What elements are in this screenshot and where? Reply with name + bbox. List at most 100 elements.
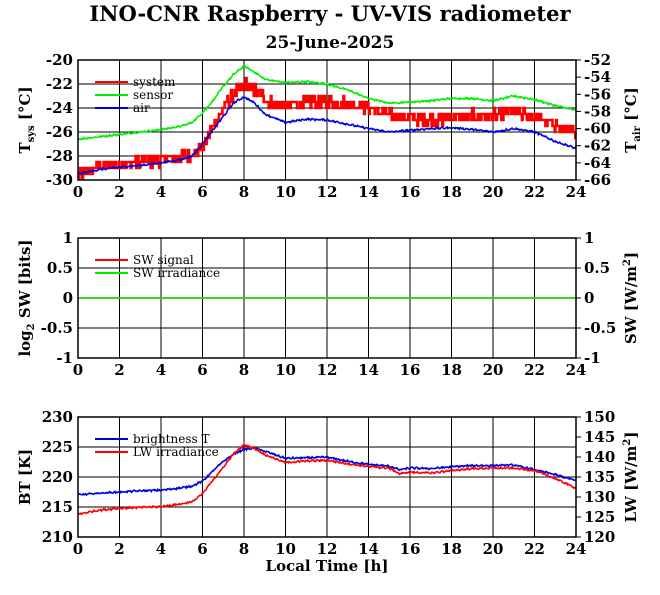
y-tick-label-left: -20 xyxy=(46,51,73,69)
x-tick-label: 4 xyxy=(156,183,166,201)
x-tick-label: 0 xyxy=(73,183,83,201)
x-tick-label: 0 xyxy=(73,540,83,558)
y-tick-label-left: 0.5 xyxy=(47,259,73,277)
chart-title: INO-CNR Raspberry - UV-VIS radiometer xyxy=(89,1,571,26)
legend-label: sensor xyxy=(133,88,173,102)
x-tick-label: 4 xyxy=(156,361,166,379)
y-tick-label-right: 0.5 xyxy=(584,259,610,277)
series-line-system xyxy=(78,76,576,180)
x-tick-label: 22 xyxy=(524,183,545,201)
y-tick-label-right: -58 xyxy=(584,102,611,120)
x-tick-label: 8 xyxy=(239,361,249,379)
y-tick-label-left: 230 xyxy=(42,408,73,426)
y-tick-label-left: 215 xyxy=(42,498,73,516)
x-tick-label: 12 xyxy=(317,540,338,558)
y-tick-label-left: -24 xyxy=(46,99,73,117)
y-tick-label-left: -22 xyxy=(46,75,73,93)
x-tick-label: 6 xyxy=(197,361,207,379)
y-tick-label-right: -52 xyxy=(584,51,611,69)
x-tick-label: 6 xyxy=(197,540,207,558)
y-tick-label-right: -66 xyxy=(584,171,611,189)
x-tick-label: 20 xyxy=(483,540,504,558)
y-tick-label-right: -56 xyxy=(584,85,611,103)
x-axis-label: Local Time [h] xyxy=(266,557,389,575)
x-tick-label: 4 xyxy=(156,540,166,558)
y-tick-label-left: 1 xyxy=(63,229,73,247)
y-tick-label-left: -28 xyxy=(46,147,73,165)
x-tick-label: 12 xyxy=(317,183,338,201)
y-tick-label-right: -0.5 xyxy=(584,319,616,337)
x-tick-label: 20 xyxy=(483,183,504,201)
y-tick-label-right: 130 xyxy=(584,488,615,506)
series-line-air xyxy=(78,96,576,175)
y-tick-label-right: 125 xyxy=(584,508,615,526)
x-tick-label: 14 xyxy=(358,361,379,379)
legend-label: brightness T xyxy=(133,432,209,446)
y-axis-label-left: log2 SW [bits] xyxy=(16,239,37,356)
x-tick-label: 2 xyxy=(114,183,124,201)
y-axis-label-right: LW [W/m2] xyxy=(622,432,640,523)
x-tick-label: 6 xyxy=(197,183,207,201)
x-tick-label: 10 xyxy=(275,361,296,379)
plot-frame xyxy=(77,416,577,538)
plot-frame xyxy=(77,237,577,359)
y-tick-label-right: 150 xyxy=(584,408,615,426)
series-line-lw-irradiance xyxy=(78,442,576,516)
x-tick-label: 20 xyxy=(483,361,504,379)
y-tick-label-right: -1 xyxy=(584,349,601,367)
y-tick-label-left: 0 xyxy=(63,289,73,307)
x-tick-label: 16 xyxy=(400,361,421,379)
x-tick-label: 2 xyxy=(114,361,124,379)
y-tick-label-left: -1 xyxy=(56,349,73,367)
series-line-brightness-t xyxy=(78,447,576,497)
legend-label: SW signal xyxy=(133,253,194,267)
y-tick-label-right: -60 xyxy=(584,120,611,138)
x-tick-label: 14 xyxy=(358,183,379,201)
x-tick-label: 8 xyxy=(239,183,249,201)
x-tick-label: 0 xyxy=(73,361,83,379)
panel-shortwave: 0 2 4 6 8 10 12 14 16 18 20 22 24-1-0.500.51-1-0.500… xyxy=(16,229,640,379)
x-tick-label: 18 xyxy=(441,540,462,558)
x-tick-label: 2 xyxy=(114,540,124,558)
chart-subtitle: 25-June-2025 xyxy=(266,33,395,53)
y-axis-label-right: Tair [°C] xyxy=(622,87,643,153)
series-line-sensor xyxy=(78,64,576,141)
x-tick-label: 14 xyxy=(358,540,379,558)
x-tick-label: 24 xyxy=(566,183,587,201)
x-tick-label: 10 xyxy=(275,183,296,201)
legend-label: system xyxy=(133,75,176,89)
y-tick-label-left: 220 xyxy=(42,468,73,486)
y-axis-label-left: BT [K] xyxy=(16,449,34,505)
y-tick-label-right: 1 xyxy=(584,229,594,247)
panel-longwave: 0 2 4 6 8 10 12 14 16 18 20 22 242102152202252301201… xyxy=(16,408,640,575)
y-tick-label-left: -30 xyxy=(46,171,73,189)
x-tick-label: 16 xyxy=(400,540,421,558)
legend-label: air xyxy=(133,101,150,115)
x-tick-label: 10 xyxy=(275,540,296,558)
y-tick-label-right: 135 xyxy=(584,468,615,486)
x-tick-label: 24 xyxy=(566,540,587,558)
legend-label: SW irradiance xyxy=(133,266,220,280)
y-tick-label-right: 0 xyxy=(584,289,594,307)
panel-temperatures: 0 2 4 6 8 10 12 14 16 18 20 22 24-30-28-26-24-22-20-… xyxy=(16,51,643,201)
y-tick-label-right: 140 xyxy=(584,448,615,466)
x-tick-label: 18 xyxy=(441,361,462,379)
panels: 0 2 4 6 8 10 12 14 16 18 20 22 24-30-28-26-24-22-20-… xyxy=(16,51,643,575)
legend-label: LW irradiance xyxy=(133,445,219,459)
x-tick-label: 8 xyxy=(239,540,249,558)
x-tick-label: 12 xyxy=(317,361,338,379)
x-tick-label: 22 xyxy=(524,361,545,379)
y-axis-label-right: SW [W/m2] xyxy=(622,252,640,344)
y-tick-label-left: 225 xyxy=(42,438,73,456)
y-tick-label-right: 120 xyxy=(584,528,615,546)
x-tick-label: 24 xyxy=(566,361,587,379)
x-tick-label: 18 xyxy=(441,183,462,201)
y-tick-label-right: -62 xyxy=(584,137,611,155)
y-axis-label-left: Tsys [°C] xyxy=(16,86,37,153)
y-tick-label-left: 210 xyxy=(42,528,73,546)
plot-frame xyxy=(77,59,577,181)
y-tick-label-right: 145 xyxy=(584,428,615,446)
x-tick-label: 22 xyxy=(524,540,545,558)
x-tick-label: 16 xyxy=(400,183,421,201)
